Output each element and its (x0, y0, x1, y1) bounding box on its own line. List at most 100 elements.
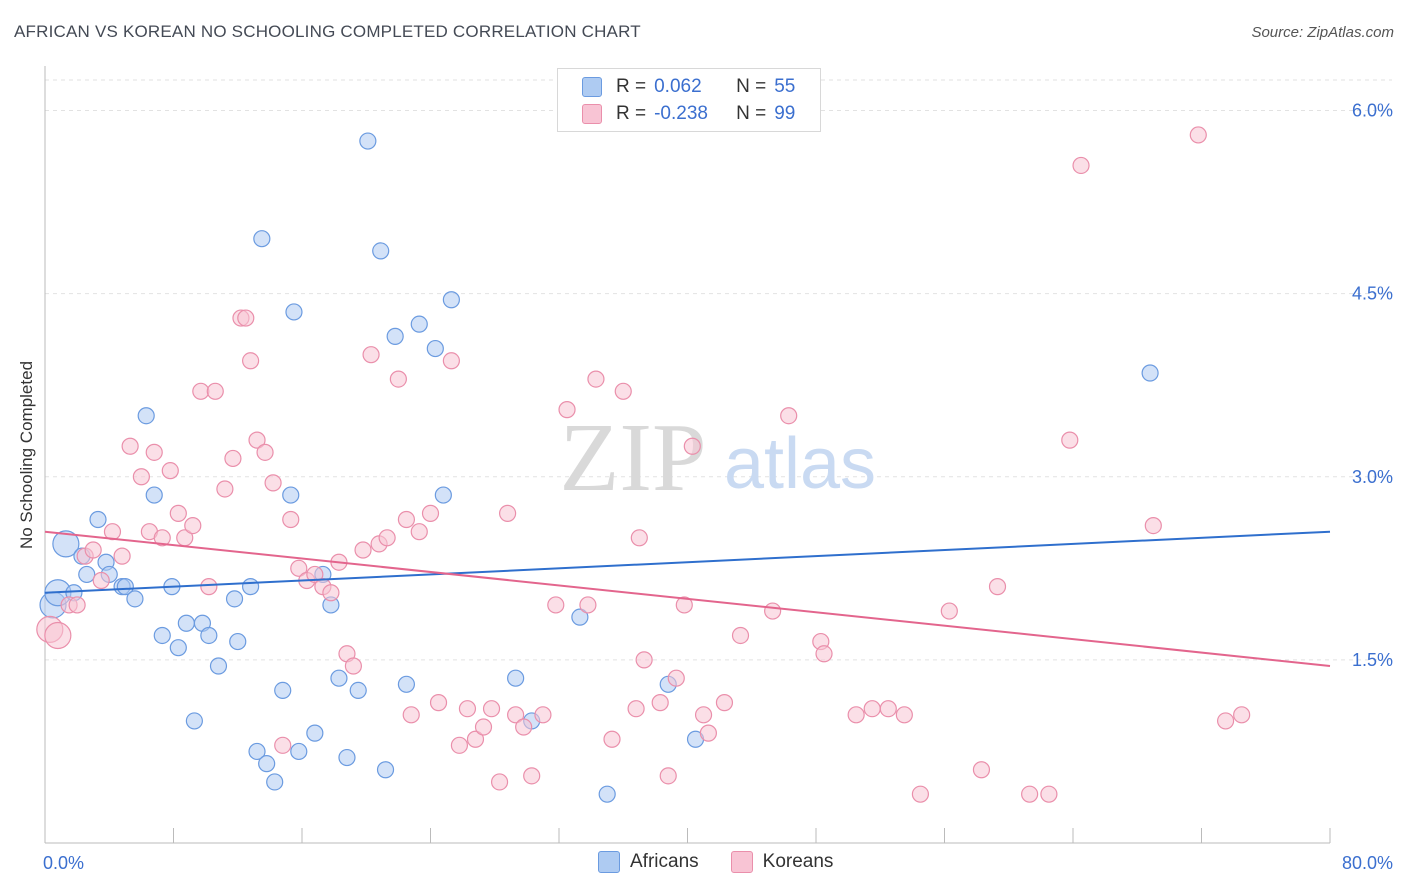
n-label: N = (736, 103, 767, 124)
koreans-legend-swatch (730, 851, 753, 873)
point-koreans (499, 504, 517, 522)
y-tick-label: 1.5% (1352, 650, 1393, 670)
koreans-legend-label: Koreans (762, 851, 834, 872)
point-africans (89, 510, 107, 529)
point-africans (571, 608, 589, 626)
point-koreans (264, 474, 282, 492)
point-africans (386, 327, 404, 345)
point-africans (177, 614, 195, 632)
point-koreans (579, 596, 597, 614)
point-koreans (344, 657, 362, 675)
point-koreans (274, 736, 292, 754)
point-africans (442, 291, 460, 309)
point-koreans (153, 529, 171, 547)
point-africans (225, 590, 244, 608)
point-koreans (534, 706, 552, 724)
point-koreans (863, 700, 881, 718)
point-koreans (442, 352, 460, 370)
point-koreans (216, 480, 234, 498)
series-koreans (36, 126, 1251, 803)
legend-row-africans: R = 0.062 N = 55 (582, 74, 795, 100)
point-africans (185, 712, 203, 730)
point-koreans (630, 529, 648, 547)
point-koreans (242, 352, 260, 370)
point-koreans (683, 437, 701, 455)
y-tick-label: 3.0% (1352, 467, 1393, 487)
n-label: N = (736, 76, 767, 97)
point-africans (410, 315, 428, 333)
point-koreans (1021, 785, 1039, 803)
point-koreans (659, 767, 677, 785)
r-label: R = (616, 103, 647, 124)
point-africans (330, 669, 348, 687)
r-value-africans: 0.062 (654, 76, 702, 97)
watermark-atlas: atlas (724, 424, 876, 504)
point-africans (434, 486, 452, 504)
point-koreans (895, 706, 913, 724)
point-koreans (667, 669, 685, 687)
point-koreans (1040, 785, 1058, 803)
legend-item-africans[interactable]: Africans (598, 851, 699, 873)
point-africans (598, 785, 616, 803)
point-koreans (421, 504, 440, 522)
point-koreans (1216, 712, 1235, 730)
point-koreans (322, 584, 340, 602)
point-koreans (1189, 126, 1207, 144)
point-koreans (764, 602, 782, 620)
x-tick-label-min: 0.0% (43, 853, 84, 873)
point-koreans (44, 621, 72, 650)
point-koreans (450, 736, 469, 754)
point-koreans (507, 706, 525, 724)
grid-lines (45, 79, 1392, 661)
africans-legend-swatch (598, 851, 620, 873)
point-koreans (603, 730, 621, 748)
point-koreans (879, 700, 897, 718)
point-koreans (92, 571, 110, 590)
point-koreans (410, 523, 428, 541)
point-koreans (847, 706, 865, 724)
point-africans (349, 681, 367, 700)
point-africans (1141, 364, 1159, 382)
point-koreans (224, 449, 242, 468)
point-africans (242, 578, 260, 596)
chart-title: AFRICAN VS KOREAN NO SCHOOLING COMPLETED… (14, 22, 641, 41)
africans-legend-label: Africans (630, 851, 699, 872)
point-koreans (482, 700, 501, 718)
point-koreans (466, 730, 485, 748)
point-koreans (627, 700, 645, 718)
watermark-zip: ZIP (560, 404, 707, 512)
point-koreans (362, 346, 380, 364)
point-africans (200, 626, 218, 645)
legend-row-koreans: R = -0.238 N = 99 (582, 101, 795, 127)
point-koreans (780, 407, 798, 425)
trend-line-africans (44, 530, 1331, 594)
series-legend: Africans Koreans (598, 851, 865, 873)
point-koreans (988, 578, 1007, 596)
point-africans (397, 675, 416, 693)
point-koreans (474, 718, 493, 736)
r-value-koreans: -0.238 (654, 103, 708, 124)
point-africans (290, 742, 308, 761)
axes (44, 66, 1331, 844)
point-koreans (290, 559, 308, 577)
point-koreans (558, 401, 576, 419)
point-africans (253, 230, 271, 248)
point-koreans (121, 437, 139, 455)
point-koreans (402, 706, 420, 724)
point-koreans (547, 596, 565, 614)
point-africans (116, 578, 134, 596)
point-koreans (132, 468, 150, 486)
point-koreans (972, 761, 991, 779)
trend-line-koreans (44, 530, 1331, 667)
tick-labels: 1.5% 3.0% 4.5% 6.0% 0.0% 80.0% (43, 101, 1393, 873)
koreans-swatch (582, 104, 602, 124)
n-value-koreans: 99 (774, 103, 796, 124)
point-koreans (815, 645, 833, 663)
point-koreans (354, 541, 372, 559)
point-africans (376, 761, 395, 779)
point-africans (126, 590, 144, 608)
point-africans (338, 748, 356, 767)
legend-item-koreans[interactable]: Koreans (730, 851, 834, 873)
point-koreans (614, 382, 632, 400)
